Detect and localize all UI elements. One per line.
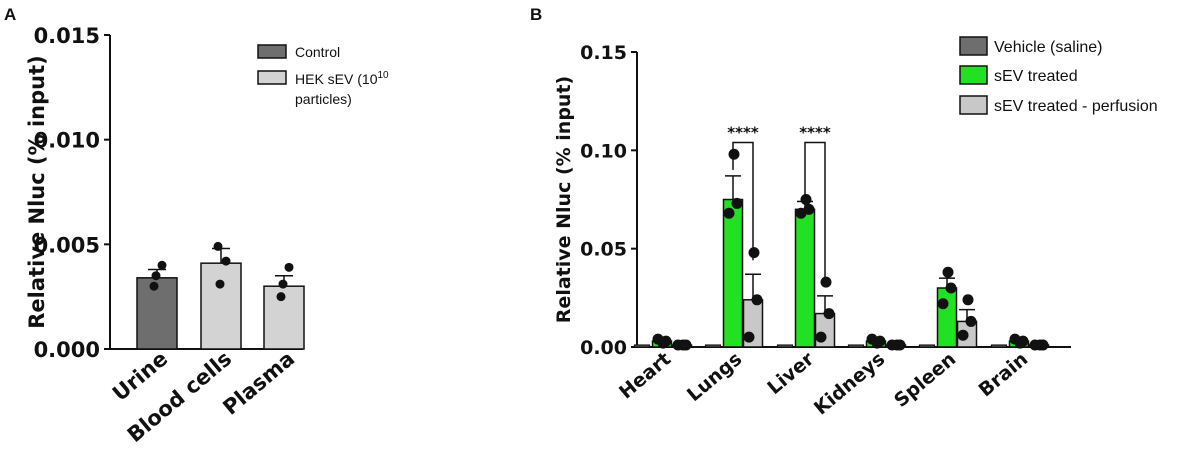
- data-point: [215, 279, 225, 289]
- significance-bracket: [804, 141, 826, 282]
- legend-label: sEV treated: [994, 68, 1078, 85]
- bar: [776, 344, 794, 348]
- significance-bracket: [732, 141, 754, 261]
- bar: [990, 344, 1008, 348]
- bar: [704, 344, 722, 348]
- data-point: [149, 281, 159, 291]
- data-point: [751, 294, 763, 306]
- data-point: [284, 262, 294, 272]
- y-axis-title: Relative Nluc (% input): [25, 55, 49, 328]
- data-point: [886, 339, 898, 351]
- data-point: [213, 241, 223, 251]
- legend-label: Vehicle (saline): [994, 39, 1103, 56]
- bar: [847, 344, 865, 348]
- bar: [918, 344, 936, 348]
- legend-superscript: 10: [377, 70, 389, 81]
- data-point: [815, 331, 827, 343]
- legend-swatch: [959, 36, 988, 56]
- data-point: [1037, 339, 1049, 351]
- legend-label-hek-sev: HEK sEV (1010: [295, 70, 389, 87]
- data-point: [820, 276, 832, 288]
- data-point: [942, 266, 954, 278]
- data-point: [803, 203, 815, 215]
- data-point: [957, 329, 969, 341]
- data-point: [278, 279, 288, 289]
- y-tick-label: 0.015: [34, 24, 100, 48]
- data-point: [672, 339, 684, 351]
- data-point: [157, 260, 167, 270]
- bar: [633, 344, 651, 348]
- data-point: [937, 298, 949, 310]
- data-point: [728, 148, 740, 160]
- legend-swatch: [959, 95, 988, 115]
- x-tick-label: Brain: [975, 348, 1033, 401]
- data-point: [945, 282, 957, 294]
- data-point: [1029, 339, 1041, 351]
- legend-swatch: [959, 65, 988, 85]
- y-tick-label: 0.05: [580, 239, 627, 261]
- y-axis-title: Relative Nluc (% input): [553, 76, 575, 323]
- data-point: [221, 256, 231, 266]
- panel-a-chart: A Relative Nluc (% input) 0.000 0.005 0.010 0…: [4, 5, 389, 447]
- legend-label-hek-sev-line2: particles): [295, 91, 352, 107]
- data-point: [151, 271, 161, 281]
- data-point: [731, 197, 743, 209]
- x-tick-label: Plasma: [218, 346, 299, 419]
- significance-annotation: ****: [727, 123, 759, 141]
- data-point: [743, 331, 755, 343]
- bar: [794, 208, 816, 348]
- panel-label-b: B: [530, 5, 542, 24]
- data-point: [800, 194, 812, 205]
- legend-label-control: Control: [295, 44, 340, 60]
- data-point: [965, 315, 977, 327]
- data-point: [276, 292, 286, 302]
- y-tick-label: 0.10: [580, 140, 627, 162]
- bar: [936, 287, 958, 348]
- data-point: [894, 339, 906, 351]
- data-point: [660, 335, 672, 347]
- legend-swatch-control: [257, 44, 287, 59]
- legend-swatch-hek-sev: [257, 70, 287, 85]
- panel-b-chart: B Relative Nluc (% input)0.00 0.05 0.10 0.15…: [530, 5, 1158, 419]
- data-point: [1017, 335, 1029, 347]
- significance-annotation: ****: [799, 123, 831, 141]
- bar: [722, 198, 744, 348]
- data-point: [962, 294, 974, 306]
- x-tick-label: Spleen: [890, 348, 960, 412]
- y-tick-label: 0.00: [580, 337, 627, 359]
- data-point: [874, 335, 886, 347]
- y-tick-label: 0.15: [580, 42, 627, 64]
- data-point: [823, 308, 835, 320]
- legend-label: sEV treated - perfusion: [994, 98, 1158, 115]
- bar: [200, 262, 242, 350]
- x-tick-label: Lungs: [683, 348, 746, 406]
- panel-label-a: A: [4, 5, 16, 24]
- x-tick-label: Kidneys: [810, 348, 889, 419]
- y-tick-label: 0.010: [34, 129, 100, 153]
- y-tick-label: 0.000: [34, 338, 100, 362]
- y-tick-label: 0.005: [34, 233, 100, 257]
- data-point: [748, 247, 760, 259]
- data-point: [680, 339, 692, 351]
- data-point: [723, 207, 735, 219]
- x-tick-label: Liver: [763, 348, 818, 399]
